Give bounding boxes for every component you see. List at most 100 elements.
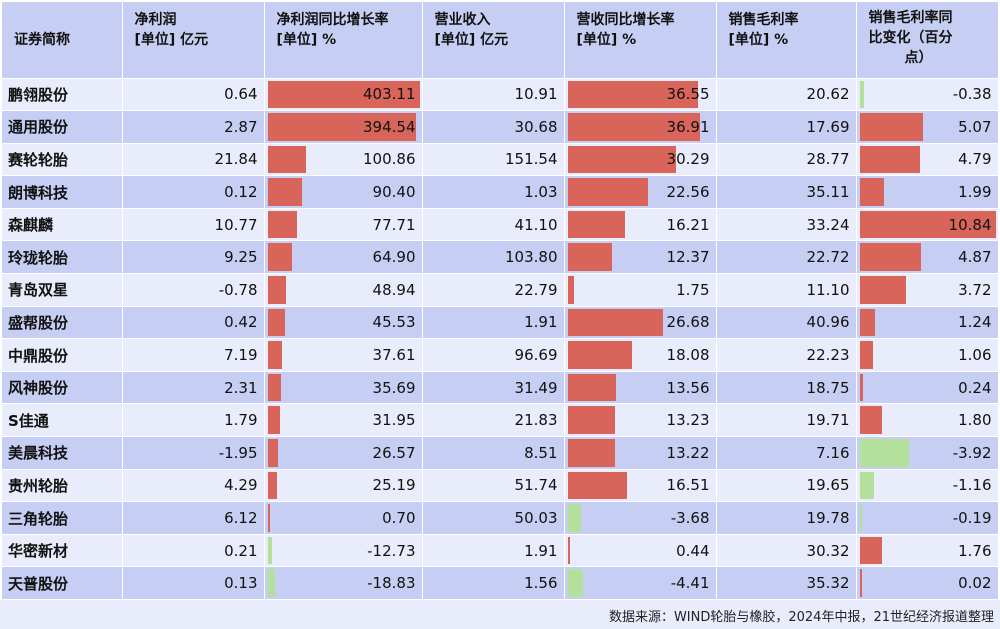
table-row: 盛帮股份 0.42 45.53 1.91 26.68 40.96 1.24 xyxy=(2,306,999,340)
revenue-yoy-bar xyxy=(567,145,676,174)
gross-margin-value: 20.62 xyxy=(716,78,857,112)
net-profit-yoy-value: -18.83 xyxy=(367,574,416,593)
header-net-profit-unit: [单位] 亿元 xyxy=(134,32,209,48)
company-name: 朗博科技 xyxy=(2,175,123,209)
company-name: 盛帮股份 xyxy=(2,306,123,340)
net-profit-yoy-cell: 77.71 xyxy=(264,208,423,242)
gross-margin-change-value: 0.24 xyxy=(958,378,992,397)
net-profit-yoy-value: 90.40 xyxy=(372,183,416,202)
net-profit-yoy-bar xyxy=(267,373,281,402)
net-profit-yoy-value: 25.19 xyxy=(372,476,416,495)
revenue-value: 151.54 xyxy=(422,143,565,177)
net-profit-yoy-cell: 45.53 xyxy=(264,306,423,340)
net-profit-yoy-bar xyxy=(267,243,292,272)
revenue-yoy-value: 0.44 xyxy=(676,541,710,560)
gross-margin-value: 22.72 xyxy=(716,240,857,275)
revenue-value: 96.69 xyxy=(422,338,565,372)
company-name: 玲珑轮胎 xyxy=(2,240,123,275)
gross-margin-change-bar xyxy=(859,308,876,337)
header-gross-margin-unit: [单位] % xyxy=(728,32,789,48)
net-profit-yoy-bar xyxy=(267,439,278,467)
gross-margin-change-bar xyxy=(859,145,920,174)
net-profit-yoy-bar xyxy=(267,341,282,369)
revenue-yoy-cell: 36.55 xyxy=(564,78,717,112)
table-row: 三角轮胎 6.12 0.70 50.03 -3.68 19.78 -0.19 xyxy=(2,501,999,535)
gross-margin-change-bar xyxy=(859,80,865,109)
revenue-yoy-cell: 13.23 xyxy=(564,403,717,438)
header-gm-change-line1: 销售毛利率同 xyxy=(868,10,953,26)
table-row: 青岛双星 -0.78 48.94 22.79 1.75 11.10 3.72 xyxy=(2,273,999,307)
gross-margin-change-value: 10.84 xyxy=(948,215,992,234)
revenue-yoy-cell: 0.44 xyxy=(564,534,717,568)
gross-margin-change-bar xyxy=(859,276,907,304)
net-profit-value: 0.21 xyxy=(122,534,265,568)
gross-margin-change-cell: 1.24 xyxy=(856,306,999,340)
gross-margin-change-value: -0.19 xyxy=(952,509,992,528)
revenue-value: 1.91 xyxy=(422,534,565,568)
net-profit-yoy-value: 394.54 xyxy=(363,117,416,136)
net-profit-value: 6.12 xyxy=(122,501,265,535)
net-profit-value: 0.12 xyxy=(122,175,265,209)
net-profit-yoy-bar xyxy=(267,569,275,597)
revenue-yoy-value: 12.37 xyxy=(666,248,710,267)
gross-margin-change-cell: 4.87 xyxy=(856,240,999,275)
gross-margin-change-cell: -0.38 xyxy=(856,78,999,112)
table-row: 华密新材 0.21 -12.73 1.91 0.44 30.32 1.76 xyxy=(2,534,999,568)
company-name: 华密新材 xyxy=(2,534,123,568)
gross-margin-change-bar xyxy=(859,243,921,272)
gross-margin-value: 19.65 xyxy=(716,469,857,503)
revenue-yoy-bar xyxy=(567,276,574,304)
revenue-value: 1.56 xyxy=(422,566,565,600)
net-profit-value: 0.42 xyxy=(122,306,265,340)
gross-margin-change-value: 5.07 xyxy=(958,117,992,136)
gross-margin-change-cell: 5.07 xyxy=(856,110,999,144)
revenue-yoy-value: 13.22 xyxy=(666,443,710,462)
net-profit-yoy-cell: 100.86 xyxy=(264,143,423,177)
revenue-yoy-value: 36.55 xyxy=(666,85,710,104)
revenue-yoy-cell: 36.91 xyxy=(564,110,717,144)
revenue-value: 31.49 xyxy=(422,371,565,405)
net-profit-yoy-value: -12.73 xyxy=(367,541,416,560)
gross-margin-change-bar xyxy=(859,341,873,369)
gross-margin-value: 22.23 xyxy=(716,338,857,372)
source-note: 数据来源：WIND轮胎与橡胶，2024年中报，21世纪经济报道整理 xyxy=(608,610,994,625)
revenue-yoy-value: 26.68 xyxy=(666,313,710,332)
source-footer: 数据来源：WIND轮胎与橡胶，2024年中报，21世纪经济报道整理 xyxy=(0,600,1000,629)
revenue-yoy-cell: 26.68 xyxy=(564,306,717,340)
revenue-yoy-bar xyxy=(567,80,699,109)
company-name: 鹏翎股份 xyxy=(2,78,123,112)
company-name: 赛轮轮胎 xyxy=(2,143,123,177)
revenue-yoy-value: 13.56 xyxy=(666,378,710,397)
company-name: S佳通 xyxy=(2,403,123,438)
table-row: 赛轮轮胎 21.84 100.86 151.54 30.29 28.77 4.79 xyxy=(2,143,999,177)
gross-margin-change-value: 1.99 xyxy=(958,183,992,202)
header-gross-margin: 销售毛利率 [单位] % xyxy=(716,2,857,79)
revenue-value: 8.51 xyxy=(422,436,565,470)
gross-margin-change-bar xyxy=(859,439,909,467)
gross-margin-change-cell: 4.79 xyxy=(856,143,999,177)
revenue-yoy-bar xyxy=(567,373,616,402)
company-name: 天普股份 xyxy=(2,566,123,600)
revenue-yoy-value: -4.41 xyxy=(670,574,710,593)
net-profit-value: 1.79 xyxy=(122,403,265,438)
net-profit-yoy-value: 45.53 xyxy=(372,313,416,332)
header-gross-margin-change: 销售毛利率同 比变化（百分 点） xyxy=(856,2,999,79)
gross-margin-change-bar xyxy=(859,178,885,206)
net-profit-yoy-cell: 25.19 xyxy=(264,469,423,503)
gross-margin-value: 19.78 xyxy=(716,501,857,535)
revenue-yoy-value: 16.21 xyxy=(666,215,710,234)
table-row: 玲珑轮胎 9.25 64.90 103.80 12.37 22.72 4.87 xyxy=(2,240,999,275)
header-revenue-yoy-unit: [单位] % xyxy=(576,32,637,48)
net-profit-value: 0.13 xyxy=(122,566,265,600)
gross-margin-change-value: 1.06 xyxy=(958,346,992,365)
revenue-yoy-cell: 30.29 xyxy=(564,143,717,177)
net-profit-yoy-cell: 31.95 xyxy=(264,403,423,438)
revenue-yoy-bar xyxy=(567,536,570,565)
net-profit-value: 10.77 xyxy=(122,208,265,242)
net-profit-yoy-bar xyxy=(267,210,297,239)
revenue-yoy-cell: 22.56 xyxy=(564,175,717,209)
financial-table: 证券简称 净利润 [单位] 亿元 净利润同比增长率 [单位] % 营业收入 [单位] … xyxy=(2,2,999,600)
net-profit-yoy-bar xyxy=(267,308,285,337)
gross-margin-change-bar xyxy=(859,113,924,141)
